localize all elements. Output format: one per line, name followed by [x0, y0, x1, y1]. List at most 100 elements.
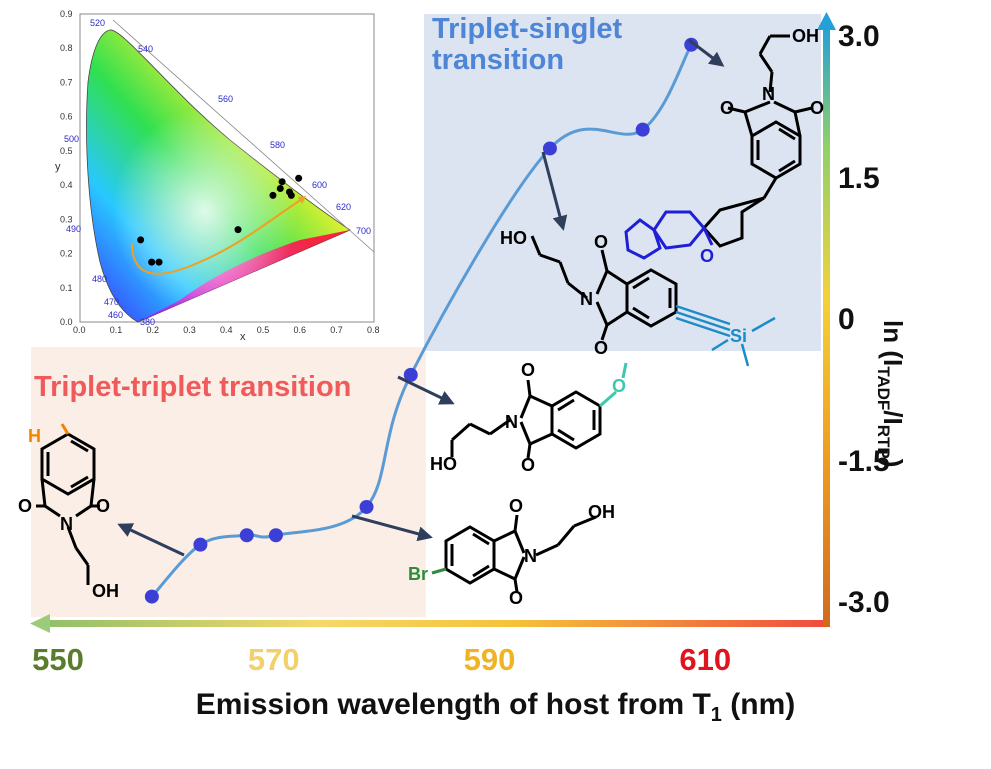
data-point [359, 499, 374, 514]
y-tick-label: -3.0 [838, 586, 890, 619]
cie-y-tick: 0.4 [60, 180, 73, 190]
molecule-ome [450, 362, 628, 459]
cie-point [278, 178, 286, 186]
cie-point [155, 258, 163, 266]
cie-diagram: 0.0 0.1 0.2 0.3 0.4 0.5 0.6 0.7 0.8 0.0 0.1 0.2 0.3 0… [55, 9, 380, 343]
data-point [403, 367, 418, 382]
triplet-triplet-title: Triplet-triplet transition [34, 371, 352, 403]
cie-wavelength-label: 460 [108, 310, 123, 320]
cie-wavelength-label: 490 [66, 224, 81, 234]
atom-Br: Br [408, 564, 428, 584]
data-point [193, 537, 208, 552]
y-tick-label: 3.0 [838, 20, 880, 53]
molecule-dbf [624, 34, 813, 260]
atom-O: O [594, 232, 608, 252]
atom-O: O [521, 360, 535, 380]
atom-N: N [60, 514, 73, 534]
cie-y-tick: 0.1 [60, 283, 73, 293]
cie-y-tick: 0.0 [60, 317, 73, 327]
cie-wavelength-label: 560 [218, 94, 233, 104]
cie-y-tick: 0.9 [60, 9, 73, 19]
cie-y-label: y [55, 161, 61, 173]
atom-N: N [580, 289, 593, 309]
atom-N: N [524, 546, 537, 566]
molecule-labels: H O O N OH Br O O N OH O O N HO O O O N … [18, 26, 824, 608]
data-point [239, 528, 254, 543]
pointer-arrow-h [117, 523, 185, 557]
x-tick-label: 590 [463, 642, 516, 677]
cie-point [295, 174, 303, 182]
cie-x-tick: 0.7 [330, 325, 343, 335]
atom-N: N [505, 412, 518, 432]
cie-wavelength-label: 520 [90, 18, 105, 28]
data-point [635, 122, 650, 137]
cie-point [269, 191, 277, 199]
y-tick-label: -1.5 [838, 444, 890, 478]
cie-y-tick: 0.7 [60, 77, 73, 87]
atom-N: N [762, 84, 775, 104]
cie-x-tick: 0.8 [367, 325, 380, 335]
x-axis-title: Emission wavelength of host from T1 (nm) [195, 688, 796, 726]
atom-O: O [96, 496, 110, 516]
cie-wavelength-label: 470 [104, 297, 119, 307]
cie-x-tick: 0.0 [73, 325, 86, 335]
cie-x-label: x [240, 331, 246, 343]
x-axis [40, 620, 828, 627]
atom-HO: HO [430, 454, 457, 474]
cie-x-tick: 0.2 [147, 325, 160, 335]
cie-wavelength-label: 500 [64, 134, 79, 144]
triplet-triplet-region [31, 347, 426, 617]
cie-x-tick: 0.3 [183, 325, 196, 335]
cie-point [148, 258, 156, 266]
data-point [268, 528, 283, 543]
atom-OH: OH [92, 581, 119, 601]
cie-wavelength-label: 380 [140, 317, 155, 327]
y-tick-label: 0 [838, 303, 855, 336]
cie-y-tick: 0.6 [60, 112, 73, 122]
pointer-arrow-dbf [688, 38, 725, 67]
atom-O: O [594, 338, 608, 358]
cie-y-tick: 0.8 [60, 43, 73, 53]
atom-HO: HO [500, 228, 527, 248]
cie-x-tick: 0.1 [110, 325, 123, 335]
cie-x-tick: 0.5 [257, 325, 270, 335]
triplet-singlet-region [424, 14, 821, 351]
atom-OH: OH [588, 502, 615, 522]
cie-x-tick: 0.6 [294, 325, 307, 335]
cie-wavelength-label: 620 [336, 202, 351, 212]
atom-O: O [810, 98, 824, 118]
cie-y-tick: 0.2 [60, 249, 73, 259]
cie-wavelength-label: 540 [138, 44, 153, 54]
cie-x-tick: 0.4 [220, 325, 233, 335]
molecule-tms [530, 235, 776, 367]
atom-O: O [509, 496, 523, 516]
cie-wavelength-label: 580 [270, 140, 285, 150]
x-tick-label: 570 [247, 642, 300, 677]
cie-point [234, 226, 242, 234]
cie-y-tick: 0.3 [60, 214, 73, 224]
cie-y-tick: 0.5 [60, 146, 73, 156]
cie-white-region [86, 29, 350, 323]
pointer-arrow-br [351, 514, 433, 542]
y-axis [823, 26, 830, 627]
cie-wavelength-label: 600 [312, 180, 327, 190]
series-line [150, 43, 693, 598]
atom-O: O [521, 455, 535, 475]
atom-O: O [18, 496, 32, 516]
y-axis-title: ln (ITADF/IRTP) [873, 320, 908, 468]
triplet-singlet-title: Triplet-singlet transition [432, 13, 623, 76]
data-point [542, 141, 557, 156]
cie-point [137, 236, 145, 244]
y-tick-label: 1.5 [838, 161, 880, 195]
data-point [684, 37, 699, 52]
cie-wavelength-label: 700 [356, 226, 371, 236]
atom-H: H [28, 426, 41, 446]
cie-planck-line [112, 19, 375, 253]
molecule-br [431, 514, 597, 593]
pointer-arrow-tms [541, 151, 568, 231]
cie-point [287, 191, 295, 199]
atom-O: O [612, 376, 626, 396]
pointer-arrow-ome [397, 375, 455, 405]
cie-wavelength-label: 480 [92, 274, 107, 284]
